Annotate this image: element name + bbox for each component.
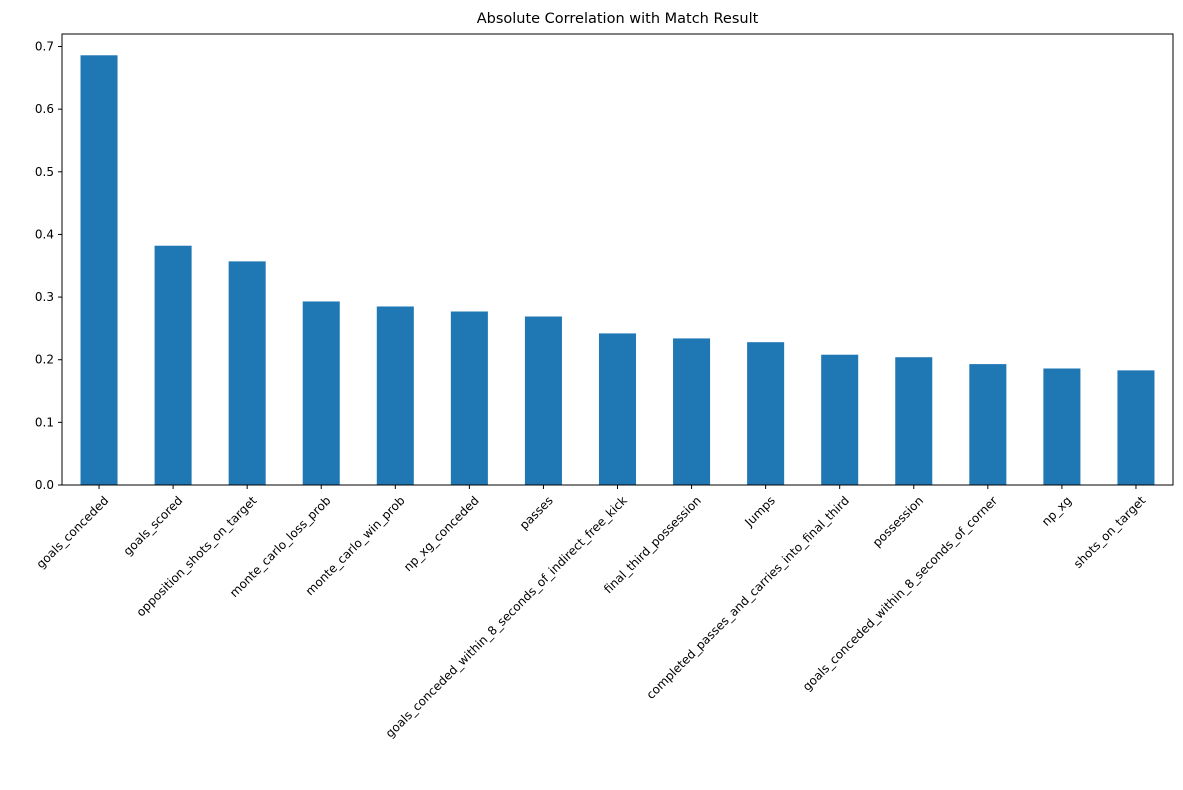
- bar-monte_carlo_loss_prob: [302, 301, 340, 485]
- y-tick-label: 0.1: [35, 415, 54, 429]
- bar-np_xg: [1043, 368, 1081, 485]
- x-tick-label: passes: [517, 493, 556, 532]
- bar-np_xg_conceded: [450, 311, 488, 485]
- bar-monte_carlo_win_prob: [376, 306, 414, 485]
- y-tick-label: 0.6: [35, 102, 54, 116]
- x-tick-label: np_xg: [1039, 493, 1074, 528]
- bar-Jumps: [747, 342, 785, 485]
- x-tick-label: goals_conceded: [34, 493, 112, 571]
- y-axis: 0.0 0.1 0.2 0.3 0.4 0.5 0.6 0.7: [35, 40, 62, 492]
- bar-goals_conceded_within_8_seconds_of_indirect_free_kick: [598, 333, 637, 485]
- x-tick-label: opposition_shots_on_target: [134, 493, 260, 619]
- x-tick-label: Jumps: [741, 493, 778, 530]
- bar-opposition_shots_on_target: [228, 261, 266, 485]
- x-tick-label: goals_scored: [121, 493, 186, 558]
- x-tick-label: possession: [870, 493, 926, 549]
- y-tick-label: 0.7: [35, 40, 54, 54]
- bars-group: [80, 55, 1155, 486]
- bar-goals_conceded_within_8_seconds_of_corner: [969, 364, 1007, 485]
- bar-shots_on_target: [1117, 370, 1155, 485]
- bar-completed_passes_and_carries_into_final_third: [821, 354, 859, 485]
- plot-frame: [61, 33, 1174, 486]
- y-tick-label: 0.4: [35, 227, 54, 241]
- bar-passes: [524, 316, 562, 485]
- x-tick-label: goals_conceded_within_8_seconds_of_indir…: [383, 493, 630, 740]
- x-tick-label: shots_on_target: [1071, 493, 1149, 571]
- bar-possession: [895, 357, 933, 485]
- y-tick-label: 0.2: [35, 353, 54, 367]
- bar-goals_conceded: [80, 55, 118, 486]
- bar-final_third_possession: [673, 338, 711, 485]
- chart-title: Absolute Correlation with Match Result: [477, 11, 759, 27]
- x-axis: goals_conceded goals_scoredopposition_sho…: [34, 485, 1149, 741]
- x-tick-label: np_xg_conceded: [401, 493, 482, 574]
- y-tick-label: 0.5: [35, 165, 54, 179]
- y-tick-label: 0.0: [35, 478, 54, 492]
- bar-goals_scored: [154, 245, 192, 485]
- y-tick-label: 0.3: [35, 290, 54, 304]
